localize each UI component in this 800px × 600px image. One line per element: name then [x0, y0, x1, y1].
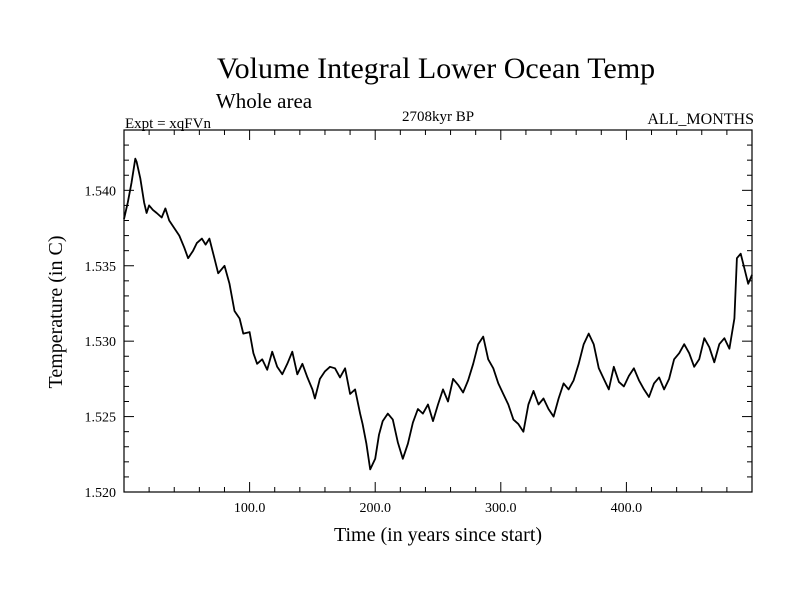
chart-subtitle: Whole area	[216, 89, 313, 113]
months-label: ALL_MONTHS	[647, 111, 754, 128]
series-line	[123, 157, 753, 471]
x-tick-label: 300.0	[485, 501, 517, 516]
plot-frame	[123, 129, 753, 493]
period-label: 2708kyr BP	[402, 109, 474, 125]
chart-title: Volume Integral Lower Ocean Temp	[217, 52, 655, 85]
y-tick-label: 1.530	[85, 335, 117, 350]
x-tick-label: 100.0	[234, 501, 266, 516]
x-tick-label: 200.0	[359, 501, 391, 516]
y-tick-label: 1.540	[85, 184, 117, 199]
y-tick-label: 1.520	[85, 486, 117, 501]
y-tick-label: 1.535	[85, 260, 117, 275]
plot-area: 100.0 200.0 300.0 400.0 1.520 1.525 1.530 1.535…	[85, 129, 753, 516]
x-axis-label: Time (in years since start)	[334, 524, 542, 546]
experiment-label: Expt = xqFVn	[125, 116, 211, 132]
y-axis-label: Temperature (in C)	[45, 236, 67, 389]
y-tick-label: 1.525	[85, 411, 117, 426]
x-tick-label: 400.0	[611, 501, 643, 516]
